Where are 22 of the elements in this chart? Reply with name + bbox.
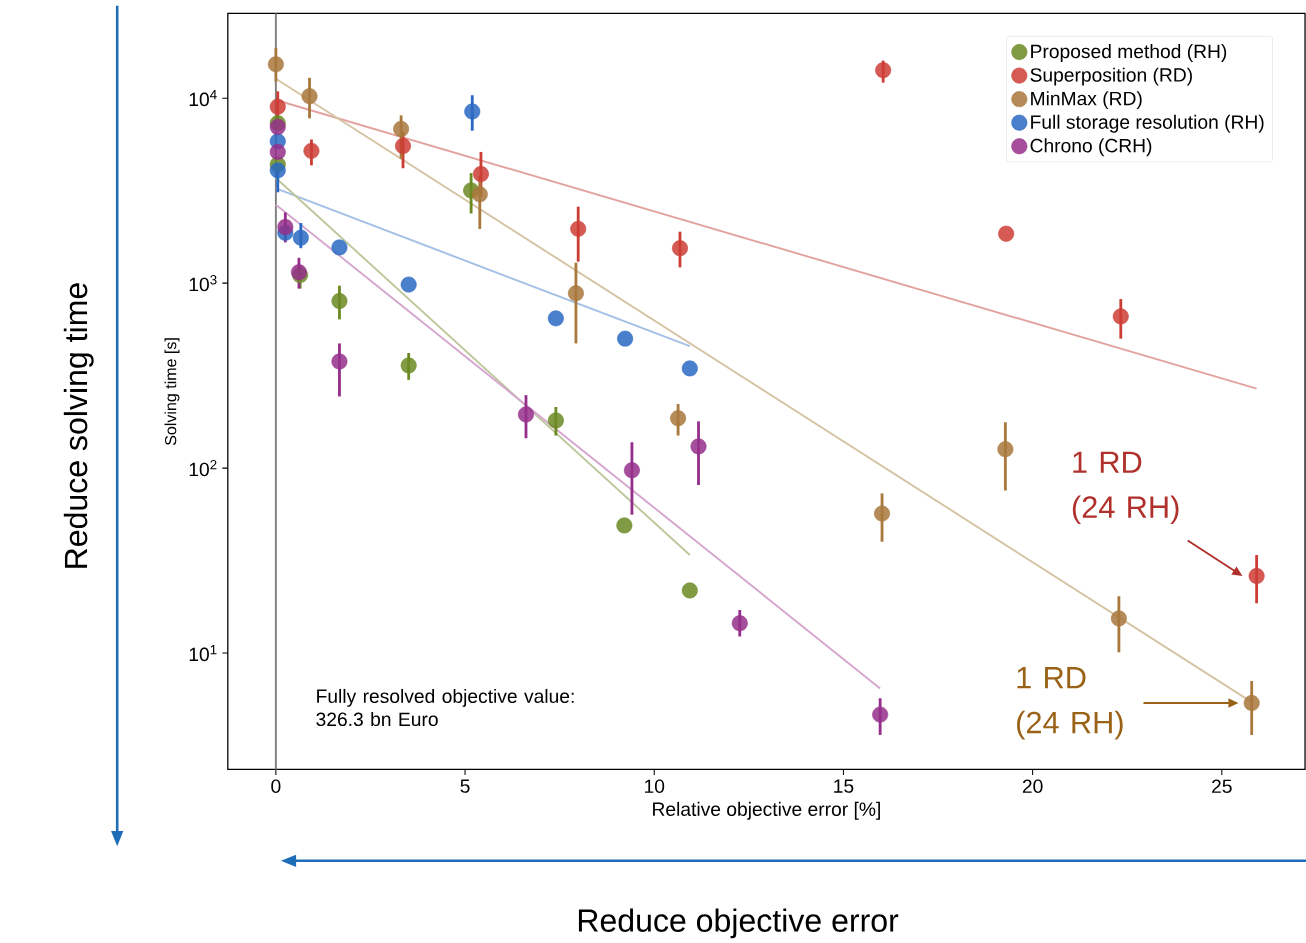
x-tick-label: 20: [1022, 779, 1043, 794]
annotation: 1 RD (24 RH): [1072, 451, 1179, 525]
legend-label: Proposed method (RH): [1031, 44, 1227, 63]
x-tick-label: 5: [460, 779, 470, 794]
x-axis-title: Relative objective error [%]: [653, 802, 880, 820]
text: Reduce objective error: [578, 908, 899, 939]
legend-label: Superposition (RD): [1030, 67, 1192, 86]
legend-label: Full storage resolution (RH): [1031, 114, 1264, 133]
legend-label: Chrono (CRH): [1030, 138, 1152, 157]
x-tick-label: 15: [834, 779, 854, 794]
y-axis-title: Solving time [s]: [164, 338, 180, 446]
y-tick-label: 10$^{3}$: [189, 275, 217, 292]
x-tick-label: 25: [1212, 779, 1232, 794]
x-tick-label: 10: [645, 779, 665, 794]
x-tick-label: 0: [271, 779, 281, 794]
y-tick-label: 10$^{2}$: [189, 460, 217, 477]
legend-label: MinMax (RD): [1031, 91, 1142, 110]
annotation: Fully resolved objective value: 326.3 bn Euro: [316, 689, 574, 727]
y-tick-label: 10$^{1}$: [189, 645, 217, 662]
text: Reduce solving time: [63, 283, 94, 568]
annotation: 1 RD (24 RH): [1017, 667, 1123, 740]
y-tick-label: 10$^{4}$: [189, 90, 217, 107]
